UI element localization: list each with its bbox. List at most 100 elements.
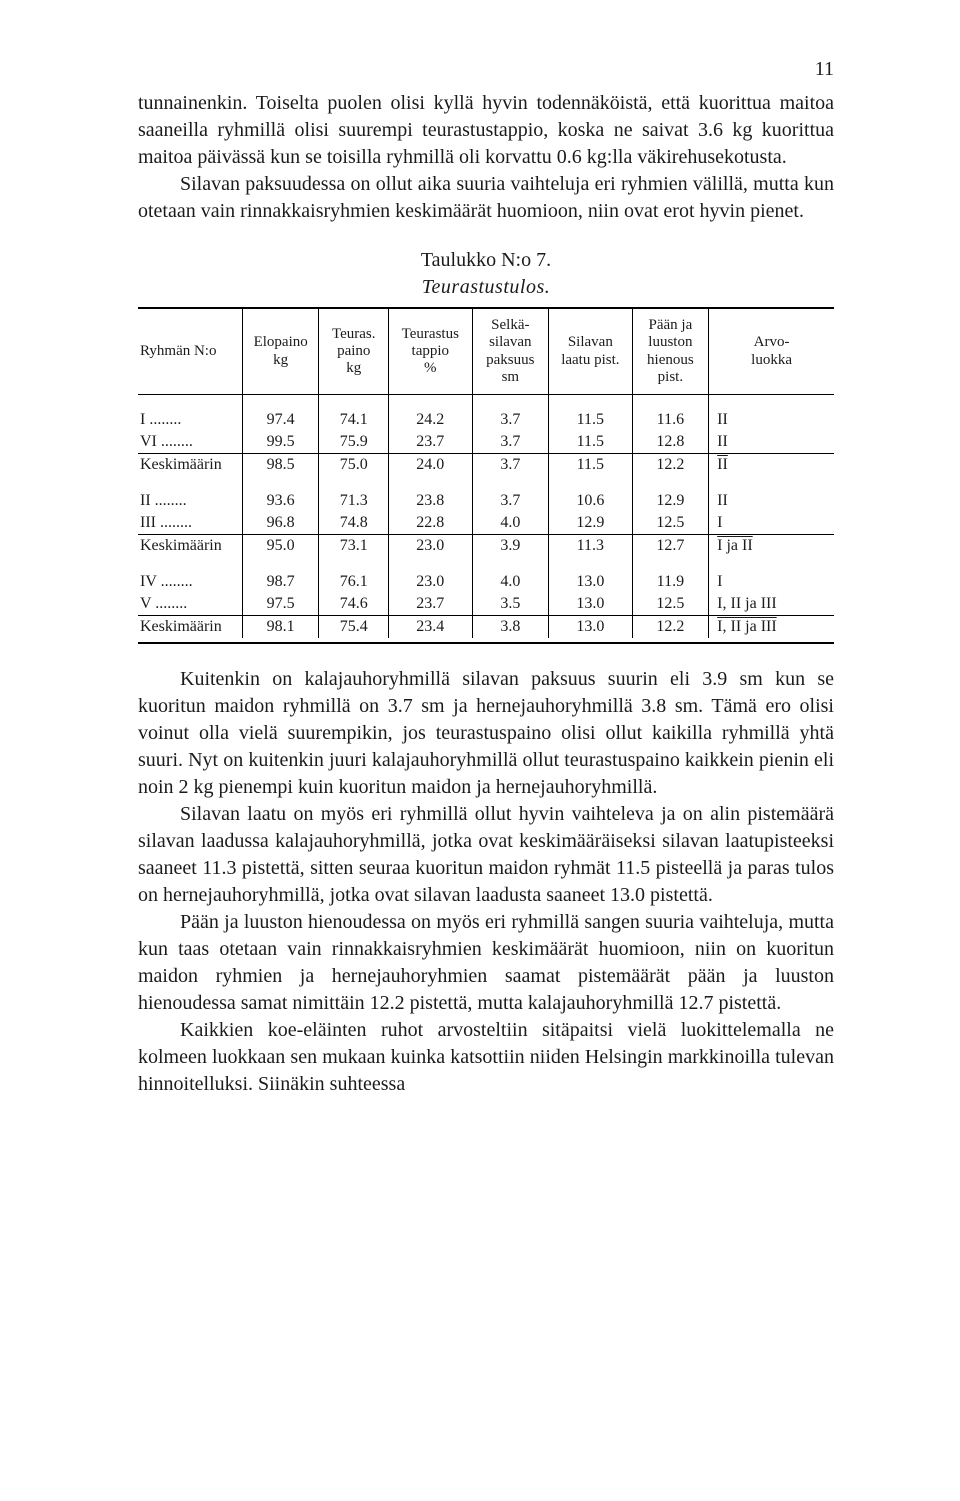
hdr-lu-a: Pään ja [649, 317, 693, 333]
spacer-row [138, 395, 834, 410]
hdr-teuraspaino: Teuras. paino kg [319, 308, 389, 395]
cell: 13.0 [549, 593, 633, 616]
table-row: VI ........ 99.5 75.9 23.7 3.7 11.5 12.8… [138, 431, 834, 454]
cell: 3.7 [472, 431, 549, 454]
table-row-mean: Keskimäärin 98.5 75.0 24.0 3.7 11.5 12.2… [138, 454, 834, 477]
hdr-luusto: Pään ja luuston hienous pist. [632, 308, 709, 395]
cell: 99.5 [242, 431, 319, 454]
cell: 76.1 [319, 571, 389, 593]
intro-paragraphs: tunnainenkin. Toiselta puolen olisi kyll… [138, 90, 834, 225]
table-title-sub: Teurastustulos. [422, 276, 550, 298]
cell: 12.9 [632, 490, 709, 512]
cell: 24.2 [389, 409, 473, 431]
cell-ryhma: III ........ [138, 512, 242, 535]
cell: 97.5 [242, 593, 319, 616]
hdr-silava-paksuus: Selkä- silavan paksuus sm [472, 308, 549, 395]
after-table-paragraphs: Kuitenkin on kalajauhoryhmillä silavan p… [138, 666, 834, 1098]
hdr-tp-b: paino [337, 343, 370, 359]
cell: 23.7 [389, 431, 473, 454]
cell-ryhma: Keskimäärin [138, 616, 242, 639]
cell: 75.0 [319, 454, 389, 477]
hdr-tp-c: kg [346, 360, 361, 376]
cell: 11.5 [549, 454, 633, 477]
cell: 10.6 [549, 490, 633, 512]
results-table: Ryhmän N:o Elopaino kg Teuras. paino kg … [138, 307, 834, 644]
table-wrap: Ryhmän N:o Elopaino kg Teuras. paino kg … [138, 307, 834, 644]
cell: 97.4 [242, 409, 319, 431]
cell: 24.0 [389, 454, 473, 477]
cell-arvo: I ja II [709, 535, 834, 558]
cell: 3.8 [472, 616, 549, 639]
cell-ryhma: Keskimäärin [138, 535, 242, 558]
cell: 73.1 [319, 535, 389, 558]
cell: 3.9 [472, 535, 549, 558]
para-after-3: Pään ja luuston hienoudessa on myös eri … [138, 909, 834, 1017]
cell-arvo: II [709, 431, 834, 454]
cell: 23.7 [389, 593, 473, 616]
cell: 98.1 [242, 616, 319, 639]
cell-ryhma: V ........ [138, 593, 242, 616]
spacer-row [138, 476, 834, 490]
cell: 13.0 [549, 616, 633, 639]
cell: 11.6 [632, 409, 709, 431]
cell: 96.8 [242, 512, 319, 535]
cell: 98.7 [242, 571, 319, 593]
para-after-1: Kuitenkin on kalajauhoryhmillä silavan p… [138, 666, 834, 801]
cell: 74.8 [319, 512, 389, 535]
cell: 12.2 [632, 616, 709, 639]
cell-arvo: I, II ja III [709, 593, 834, 616]
cell: 4.0 [472, 512, 549, 535]
cell-arvo: I, II ja III [709, 616, 834, 639]
cell: 3.7 [472, 454, 549, 477]
hdr-lu-d: pist. [658, 369, 683, 385]
table-row: I ........ 97.4 74.1 24.2 3.7 11.5 11.6 … [138, 409, 834, 431]
cell: 71.3 [319, 490, 389, 512]
table-row: III ........ 96.8 74.8 22.8 4.0 12.9 12.… [138, 512, 834, 535]
cell-arvo-over: I, II ja III [717, 618, 777, 635]
cell: 23.0 [389, 571, 473, 593]
para-after-2: Silavan laatu on myös eri ryhmillä ollut… [138, 801, 834, 909]
hdr-sp-b: silavan [489, 334, 532, 350]
hdr-elopaino-a: Elopaino [254, 334, 308, 350]
cell: 75.4 [319, 616, 389, 639]
hdr-sp-a: Selkä- [491, 317, 529, 333]
cell-arvo: II [709, 409, 834, 431]
para-2: Silavan paksuudessa on ollut aika suuria… [138, 171, 834, 225]
cell-ryhma: IV ........ [138, 571, 242, 593]
hdr-elopaino: Elopaino kg [242, 308, 319, 395]
table-row-mean: Keskimäärin 98.1 75.4 23.4 3.8 13.0 12.2… [138, 616, 834, 639]
header-row: Ryhmän N:o Elopaino kg Teuras. paino kg … [138, 308, 834, 395]
cell-arvo-over: I ja II [717, 537, 753, 554]
cell: 23.0 [389, 535, 473, 558]
cell: 22.8 [389, 512, 473, 535]
cell-arvo: I [709, 512, 834, 535]
cell: 95.0 [242, 535, 319, 558]
cell: 3.5 [472, 593, 549, 616]
cell: 4.0 [472, 571, 549, 593]
hdr-sl-a: Silavan [568, 334, 613, 350]
cell: 23.4 [389, 616, 473, 639]
hdr-sp-c: paksuus [486, 352, 534, 368]
cell: 3.7 [472, 490, 549, 512]
hdr-lu-b: luuston [648, 334, 692, 350]
cell: 3.7 [472, 409, 549, 431]
cell: 74.1 [319, 409, 389, 431]
cell-ryhma: I ........ [138, 409, 242, 431]
cell: 93.6 [242, 490, 319, 512]
cell: 11.5 [549, 409, 633, 431]
hdr-sp-d: sm [502, 369, 520, 385]
hdr-silava-laatu: Silavan laatu pist. [549, 308, 633, 395]
hdr-ryhma: Ryhmän N:o [138, 308, 242, 395]
cell: 12.5 [632, 512, 709, 535]
hdr-tappio: Teurastus tappio % [389, 308, 473, 395]
hdr-tap-a: Teurastus [402, 326, 459, 342]
cell: 12.5 [632, 593, 709, 616]
table-row: II ........ 93.6 71.3 23.8 3.7 10.6 12.9… [138, 490, 834, 512]
page: 11 tunnainenkin. Toiselta puolen olisi k… [0, 0, 960, 1501]
cell: 11.3 [549, 535, 633, 558]
cell-arvo: II [709, 490, 834, 512]
para-1: tunnainenkin. Toiselta puolen olisi kyll… [138, 90, 834, 171]
hdr-al-b: luokka [751, 352, 792, 368]
cell: 13.0 [549, 571, 633, 593]
cell: 12.7 [632, 535, 709, 558]
